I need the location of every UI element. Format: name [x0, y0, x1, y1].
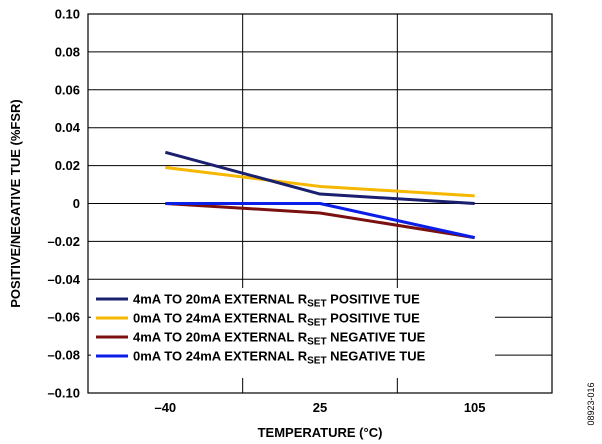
series-line: [164, 150, 475, 205]
y-tick-label: 0.06: [55, 82, 80, 97]
plot-frame: [87, 13, 553, 394]
figure-number: 08923-016: [586, 382, 596, 425]
y-tick-label: 0.02: [55, 158, 80, 173]
legend-label: 4mA TO 20mA EXTERNAL RSET POSITIVE TUE: [133, 292, 420, 310]
y-axis-label: POSITIVE/NEGATIVE TUE (%FSR): [8, 99, 23, 308]
y-tick-label: –0.04: [47, 272, 80, 287]
x-axis-ticks: –40 25 105: [154, 400, 485, 415]
y-tick-label: –0.02: [47, 234, 80, 249]
legend: 4mA TO 20mA EXTERNAL RSET POSITIVE TUE0m…: [91, 288, 495, 378]
x-axis-label: TEMPERATURE (°C): [258, 425, 383, 440]
x-tick-label: 25: [313, 400, 327, 415]
y-tick-label: 0: [73, 196, 80, 211]
y-tick-label: 0.04: [55, 120, 81, 135]
y-tick-label: –0.08: [47, 348, 80, 363]
series-lines: [164, 150, 475, 240]
legend-label: 0mA TO 24mA EXTERNAL RSET NEGATIVE TUE: [133, 349, 426, 367]
x-tick-label: 105: [464, 400, 486, 415]
legend-background: [91, 288, 495, 378]
y-tick-label: 0.08: [55, 44, 80, 59]
x-tick-label: –40: [154, 400, 176, 415]
legend-label: 0mA TO 24mA EXTERNAL RSET POSITIVE TUE: [133, 311, 420, 329]
y-tick-label: –0.06: [47, 310, 80, 325]
legend-label: 4mA TO 20mA EXTERNAL RSET NEGATIVE TUE: [133, 330, 426, 348]
y-axis-ticks: 0.10 0.08 0.06 0.04 0.02 0 –0.02 –0.04 –0.06 –0.0…: [47, 7, 80, 401]
series-line: [165, 202, 475, 240]
y-tick-label: 0.10: [55, 7, 80, 22]
series-line: [165, 166, 475, 198]
series-line: [165, 202, 475, 240]
y-tick-label: –0.10: [47, 386, 80, 401]
